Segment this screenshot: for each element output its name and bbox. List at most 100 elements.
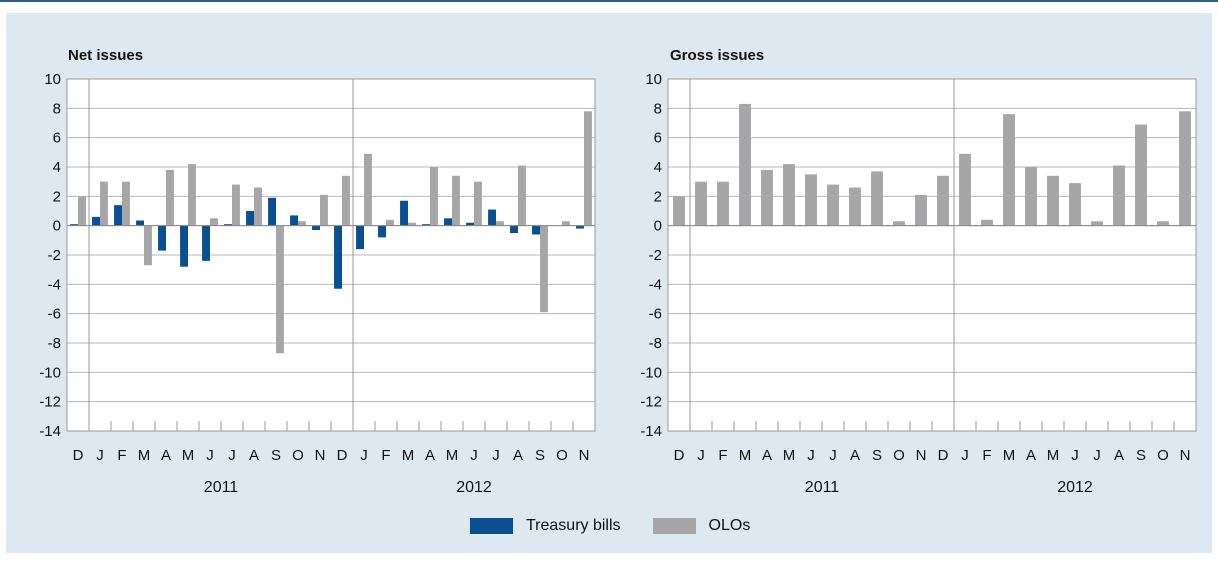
x-tick-label: A xyxy=(249,447,259,464)
treasury-bar xyxy=(92,216,100,226)
olos-bar xyxy=(452,175,460,226)
y-tick-label: 10 xyxy=(44,71,61,88)
treasury-bar xyxy=(576,225,584,229)
olos-bar xyxy=(122,181,130,226)
olos-bar xyxy=(518,165,526,226)
olos-bar xyxy=(893,221,905,226)
olos-bar xyxy=(276,225,284,354)
olos-bar xyxy=(188,164,196,226)
y-tick-label: -12 xyxy=(640,394,662,411)
olos-bar xyxy=(1025,167,1037,226)
olos-bar xyxy=(496,221,504,226)
treasury-bar xyxy=(114,205,122,226)
legend: Treasury bills OLOs xyxy=(470,514,750,538)
plot-frame xyxy=(667,78,1197,432)
x-tick-label: S xyxy=(1136,447,1146,464)
legend-item-olos: OLOs xyxy=(652,517,751,535)
olos-bar xyxy=(584,111,592,226)
olos-bar xyxy=(1003,114,1015,226)
olos-bar xyxy=(562,221,570,226)
treasury-bar xyxy=(290,215,298,226)
x-tick-label: D xyxy=(938,447,949,464)
olos-bar xyxy=(342,175,350,226)
olos-legend-label: OLOs xyxy=(708,517,751,534)
y-tick-label: -8 xyxy=(649,335,662,352)
y-tick-label: 4 xyxy=(654,159,662,176)
olos-bar xyxy=(540,225,548,313)
legend-item-treasury: Treasury bills xyxy=(470,517,621,535)
x-tick-label: M xyxy=(402,447,415,464)
treasury-bar xyxy=(532,225,540,235)
x-tick-label: J xyxy=(1071,447,1079,464)
x-tick-label: A xyxy=(1114,447,1124,464)
y-tick-label: -8 xyxy=(48,335,61,352)
olos-bar xyxy=(1113,165,1125,226)
x-tick-label: O xyxy=(893,447,905,464)
y-tick-label: -4 xyxy=(649,276,662,293)
y-tick-label: 6 xyxy=(654,130,662,147)
treasury-bar xyxy=(180,225,188,267)
olos-bar xyxy=(1047,175,1059,226)
olos-bar xyxy=(937,175,949,226)
x-tick-label: M xyxy=(1047,447,1060,464)
y-tick-label: 8 xyxy=(654,100,662,117)
x-tick-label: A xyxy=(762,447,772,464)
plot-frame xyxy=(66,78,596,432)
x-tick-label: A xyxy=(1026,447,1036,464)
olos-bar xyxy=(783,164,795,226)
olos-bar xyxy=(849,187,861,226)
treasury-legend-label: Treasury bills xyxy=(526,517,621,534)
x-tick-label: N xyxy=(579,447,590,464)
treasury-bar xyxy=(356,225,364,250)
olos-bar xyxy=(474,181,482,226)
year-label: 2011 xyxy=(805,479,840,496)
y-tick-label: 0 xyxy=(53,218,61,235)
x-tick-label: F xyxy=(982,447,991,464)
treasury-bar xyxy=(510,225,518,233)
olos-bar xyxy=(298,221,306,226)
treasury-bar xyxy=(378,225,386,238)
year-label: 2012 xyxy=(1057,479,1093,496)
olos-bar xyxy=(78,196,86,226)
olos-bar xyxy=(210,218,218,226)
y-tick-label: -10 xyxy=(640,364,662,381)
treasury-bar xyxy=(158,225,166,251)
x-tick-label: M xyxy=(182,447,195,464)
x-tick-label: J xyxy=(961,447,969,464)
olos-bar xyxy=(1135,124,1147,226)
x-tick-label: D xyxy=(73,447,84,464)
gross-issues-title: Gross issues xyxy=(670,47,764,64)
y-tick-label: -14 xyxy=(39,423,61,440)
x-tick-label: A xyxy=(425,447,435,464)
olos-bar xyxy=(430,167,438,226)
x-tick-label: J xyxy=(1093,447,1101,464)
x-tick-label: M xyxy=(1003,447,1016,464)
olos-bar xyxy=(827,184,839,226)
x-tick-label: J xyxy=(96,447,104,464)
x-tick-label: J xyxy=(807,447,815,464)
olos-bar xyxy=(144,225,152,266)
olos-bar xyxy=(386,219,394,226)
x-tick-label: S xyxy=(872,447,882,464)
treasury-bar xyxy=(224,224,232,226)
x-tick-label: J xyxy=(360,447,368,464)
treasury-bar xyxy=(488,209,496,226)
y-tick-label: -2 xyxy=(649,247,662,264)
olos-bar xyxy=(408,222,416,226)
treasury-bar xyxy=(444,218,452,226)
x-tick-label: N xyxy=(315,447,326,464)
olos-bar xyxy=(254,187,262,226)
y-tick-label: -6 xyxy=(48,306,61,323)
olos-bar xyxy=(959,153,971,226)
olos-bar xyxy=(761,169,773,226)
treasury-bar xyxy=(312,225,320,231)
treasury-bar xyxy=(400,200,408,226)
x-tick-label: S xyxy=(535,447,545,464)
x-tick-label: M xyxy=(783,447,796,464)
y-tick-label: 0 xyxy=(654,218,662,235)
olos-bar xyxy=(871,171,883,226)
y-tick-label: -4 xyxy=(48,276,61,293)
y-tick-label: -14 xyxy=(640,423,662,440)
x-tick-label: J xyxy=(228,447,236,464)
